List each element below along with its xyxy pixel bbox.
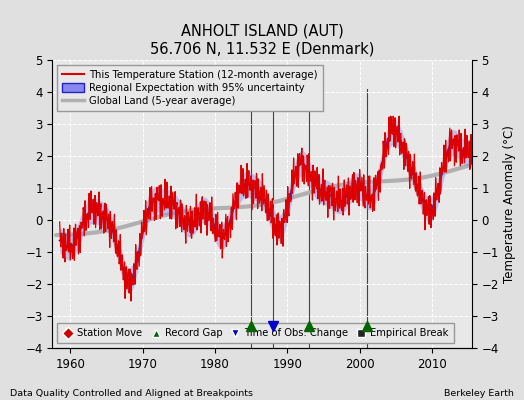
Legend: Station Move, Record Gap, Time of Obs. Change, Empirical Break: Station Move, Record Gap, Time of Obs. C… [58, 323, 454, 343]
Text: Berkeley Earth: Berkeley Earth [444, 389, 514, 398]
Text: Data Quality Controlled and Aligned at Breakpoints: Data Quality Controlled and Aligned at B… [10, 389, 254, 398]
Y-axis label: Temperature Anomaly (°C): Temperature Anomaly (°C) [503, 125, 516, 283]
Title: ANHOLT ISLAND (AUT)
56.706 N, 11.532 E (Denmark): ANHOLT ISLAND (AUT) 56.706 N, 11.532 E (… [150, 24, 374, 56]
